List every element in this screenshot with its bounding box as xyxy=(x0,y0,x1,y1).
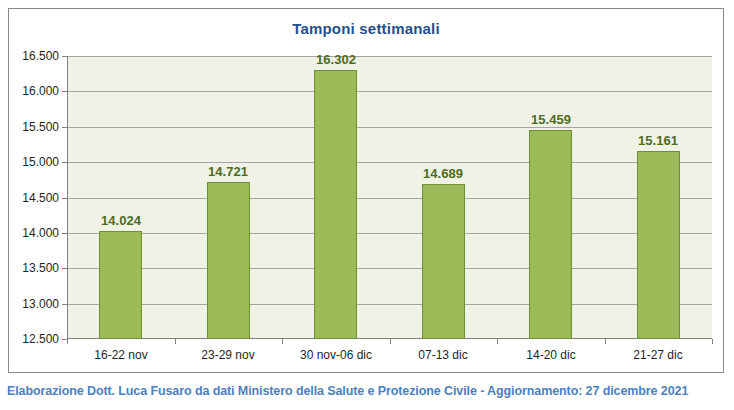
bar xyxy=(529,130,572,339)
gridline xyxy=(67,233,712,234)
bar-value-label: 14.721 xyxy=(185,165,271,179)
bar-value-label: 15.161 xyxy=(615,134,701,148)
gridline xyxy=(67,56,712,57)
y-tick-label: 15.000 xyxy=(15,155,59,169)
bar xyxy=(207,182,250,339)
y-tick-label: 16.000 xyxy=(15,84,59,98)
bar-value-label: 16.302 xyxy=(293,53,379,67)
chart-title: Tamponi settimanali xyxy=(9,20,723,37)
bar xyxy=(637,151,680,339)
x-tick-mark xyxy=(712,339,713,344)
x-tick-mark xyxy=(67,339,68,344)
y-tick-label: 14.000 xyxy=(15,226,59,240)
y-tick-label: 13.000 xyxy=(15,297,59,311)
bar xyxy=(422,184,465,339)
y-tick-label: 12.500 xyxy=(15,332,59,346)
x-tick-label: 21-27 dic xyxy=(604,348,712,362)
y-tick-mark xyxy=(62,198,67,199)
page: Tamponi settimanali 14.02414.72116.30214… xyxy=(0,0,734,410)
bar-value-label: 14.689 xyxy=(400,167,486,181)
bar xyxy=(314,70,357,339)
gridline xyxy=(67,127,712,128)
y-tick-mark xyxy=(62,304,67,305)
y-tick-label: 15.500 xyxy=(15,120,59,134)
y-tick-mark xyxy=(62,91,67,92)
x-tick-label: 14-20 dic xyxy=(497,348,605,362)
y-tick-mark xyxy=(62,56,67,57)
x-tick-label: 16-22 nov xyxy=(67,348,175,362)
y-tick-label: 16.500 xyxy=(15,49,59,63)
y-tick-mark xyxy=(62,233,67,234)
bar-value-label: 14.024 xyxy=(78,214,164,228)
bar-value-label: 15.459 xyxy=(508,113,594,127)
y-tick-mark xyxy=(62,127,67,128)
y-tick-label: 14.500 xyxy=(15,191,59,205)
y-tick-label: 13.500 xyxy=(15,261,59,275)
y-axis-line xyxy=(67,56,68,339)
y-tick-mark xyxy=(62,268,67,269)
gridline xyxy=(67,198,712,199)
x-tick-mark xyxy=(175,339,176,344)
chart-frame: Tamponi settimanali 14.02414.72116.30214… xyxy=(8,8,724,373)
gridline xyxy=(67,268,712,269)
x-tick-label: 23-29 nov xyxy=(174,348,282,362)
x-tick-mark xyxy=(605,339,606,344)
x-tick-label: 30 nov-06 dic xyxy=(282,348,390,362)
x-tick-mark xyxy=(282,339,283,344)
x-tick-mark xyxy=(497,339,498,344)
gridline xyxy=(67,162,712,163)
y-tick-mark xyxy=(62,162,67,163)
x-tick-mark xyxy=(390,339,391,344)
x-tick-label: 07-13 dic xyxy=(389,348,497,362)
gridline xyxy=(67,91,712,92)
gridline xyxy=(67,304,712,305)
bar xyxy=(99,231,142,339)
source-note: Elaborazione Dott. Luca Fusaro da dati M… xyxy=(7,384,734,398)
plot-area: 14.024 14.721 16.302 14.689 15.459 15.161 xyxy=(67,56,712,339)
